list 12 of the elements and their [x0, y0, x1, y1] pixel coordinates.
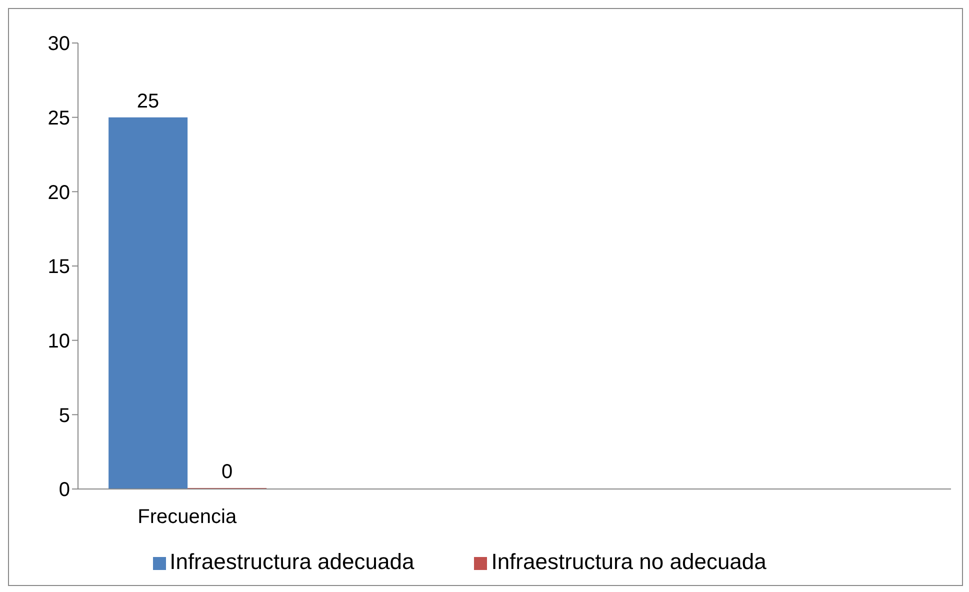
legend-label: Infraestructura no adecuada	[491, 549, 766, 574]
data-label: 25	[136, 90, 160, 112]
y-tick-label: 20	[48, 182, 70, 204]
y-tick-label: 30	[48, 33, 70, 56]
y-tick-label: 10	[48, 330, 70, 352]
y-tick-label: 15	[48, 256, 70, 278]
y-tick-label: 5	[58, 404, 70, 427]
legend-label: Infraestructura adecuada	[170, 549, 414, 574]
y-tick-label: 25	[48, 107, 70, 130]
data-label: 0	[221, 461, 233, 483]
x-tick-label: Frecuencia	[138, 506, 238, 528]
y-tick-label: 0	[58, 479, 70, 502]
